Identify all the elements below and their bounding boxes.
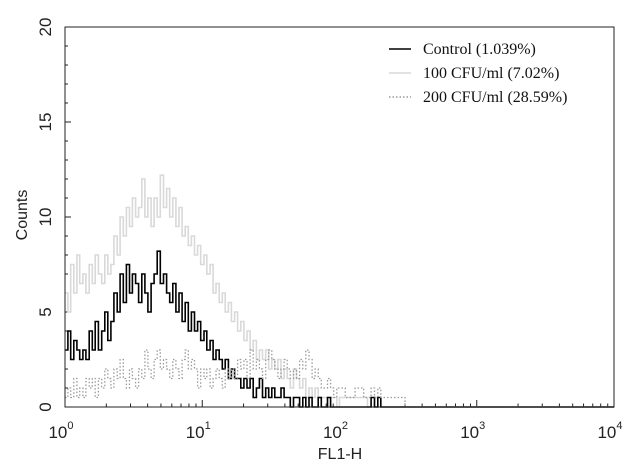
series-line-2 — [65, 349, 614, 408]
series-line-1 — [65, 250, 614, 408]
legend-label-100cfu: 100 CFU/ml (7.02%) — [423, 65, 559, 82]
x-tick-label: 102 — [323, 420, 348, 442]
series-line-0 — [65, 174, 614, 408]
series-lines — [65, 174, 614, 408]
x-tick-label: 100 — [48, 420, 73, 442]
x-tick-label: 103 — [460, 420, 485, 442]
plot-frame — [64, 26, 615, 408]
legend: Control (1.039%) 100 CFU/ml (7.02%) 200 … — [389, 41, 567, 106]
legend-label-control: Control (1.039%) — [423, 41, 536, 58]
y-axis-ticks: 0 5 10 15 20 — [36, 18, 71, 412]
y-axis-title: Counts — [14, 190, 31, 241]
legend-item-200cfu: 200 CFU/ml (28.59%) — [389, 89, 567, 106]
legend-item-100cfu: 100 CFU/ml (7.02%) — [389, 65, 559, 82]
legend-label-200cfu: 200 CFU/ml (28.59%) — [423, 89, 567, 106]
x-axis-title: FL1-H — [318, 446, 362, 463]
legend-item-control: Control (1.039%) — [389, 41, 536, 58]
y-tick-label: 0 — [36, 402, 55, 411]
x-tick-label: 101 — [186, 420, 211, 442]
y-tick-label: 5 — [36, 307, 55, 316]
y-tick-label: 20 — [36, 18, 55, 37]
y-tick-label: 15 — [36, 113, 55, 132]
y-tick-label: 10 — [36, 208, 55, 227]
x-tick-label: 104 — [597, 420, 622, 442]
